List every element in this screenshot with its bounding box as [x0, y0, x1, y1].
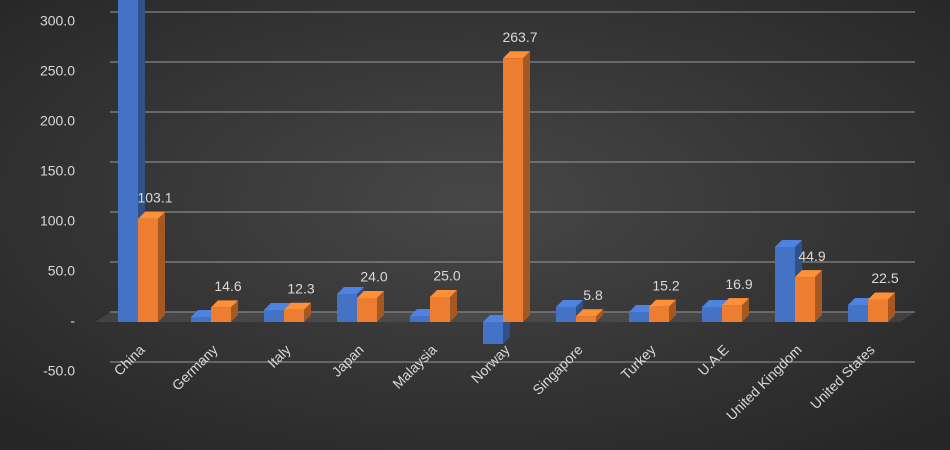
bar: [775, 247, 795, 322]
data-label: 22.5: [871, 270, 898, 286]
bar-top: [775, 240, 802, 247]
bar: [264, 310, 284, 322]
y-tick-label: -50.0: [43, 363, 75, 379]
y-tick-label: 100.0: [40, 213, 75, 229]
bar-top: [138, 211, 165, 219]
bar: [483, 322, 503, 344]
bar-side: [742, 298, 749, 322]
bar-top: [357, 291, 384, 298]
bar-side: [377, 291, 384, 322]
bar: [430, 297, 450, 322]
bar: [410, 316, 430, 322]
bar: [795, 277, 815, 322]
data-label: 14.6: [214, 278, 241, 294]
bar-top: [649, 299, 676, 307]
bar-side: [231, 300, 238, 322]
bar-top: [284, 302, 311, 310]
bar: [211, 307, 231, 322]
y-tick-label: 50.0: [48, 263, 75, 279]
bar-top: [503, 51, 530, 59]
bar-side: [450, 290, 457, 322]
bar: [191, 317, 211, 322]
bar: [357, 298, 377, 322]
bar-top: [337, 287, 364, 294]
bar-top: [722, 298, 749, 306]
data-label: 24.0: [360, 269, 387, 285]
data-label: 263.7: [502, 29, 537, 45]
bar: [868, 299, 888, 322]
y-tick-label: 150.0: [40, 163, 75, 179]
bar: [556, 307, 576, 322]
y-tick-label: 200.0: [40, 113, 75, 129]
data-label: 103.1: [137, 190, 172, 206]
bar-side: [158, 211, 165, 322]
bar-top: [576, 309, 603, 317]
bar-side: [596, 309, 603, 322]
bar-top: [430, 290, 457, 297]
bar-top: [795, 270, 822, 278]
bar-side: [669, 299, 676, 322]
data-label: 16.9: [725, 276, 752, 292]
bar: [503, 58, 523, 323]
bar-top: [264, 303, 291, 310]
data-label: 44.9: [798, 248, 825, 264]
y-tick-label: 300.0: [40, 13, 75, 29]
bar: [337, 294, 357, 322]
bar-side: [304, 302, 311, 322]
bar-side: [503, 315, 510, 344]
bar: [629, 312, 649, 322]
bar: [284, 309, 304, 322]
y-tick-label: -: [70, 313, 75, 329]
data-label: 5.8: [583, 287, 603, 303]
bar: [722, 305, 742, 322]
bar-top: [211, 300, 238, 308]
bar-side: [815, 270, 822, 322]
bar: [848, 305, 868, 322]
data-label: 25.0: [433, 268, 460, 284]
bar-side: [888, 292, 895, 322]
bar-top: [868, 292, 895, 300]
data-label: 15.2: [652, 278, 679, 294]
bar: [576, 316, 596, 322]
bar-top: [556, 300, 583, 307]
data-label: 12.3: [287, 280, 314, 296]
bar: [118, 0, 138, 322]
bar: [138, 218, 158, 322]
bar-side: [523, 51, 530, 323]
bar: [649, 306, 669, 322]
y-tick-label: 250.0: [40, 63, 75, 79]
bar: [702, 307, 722, 322]
